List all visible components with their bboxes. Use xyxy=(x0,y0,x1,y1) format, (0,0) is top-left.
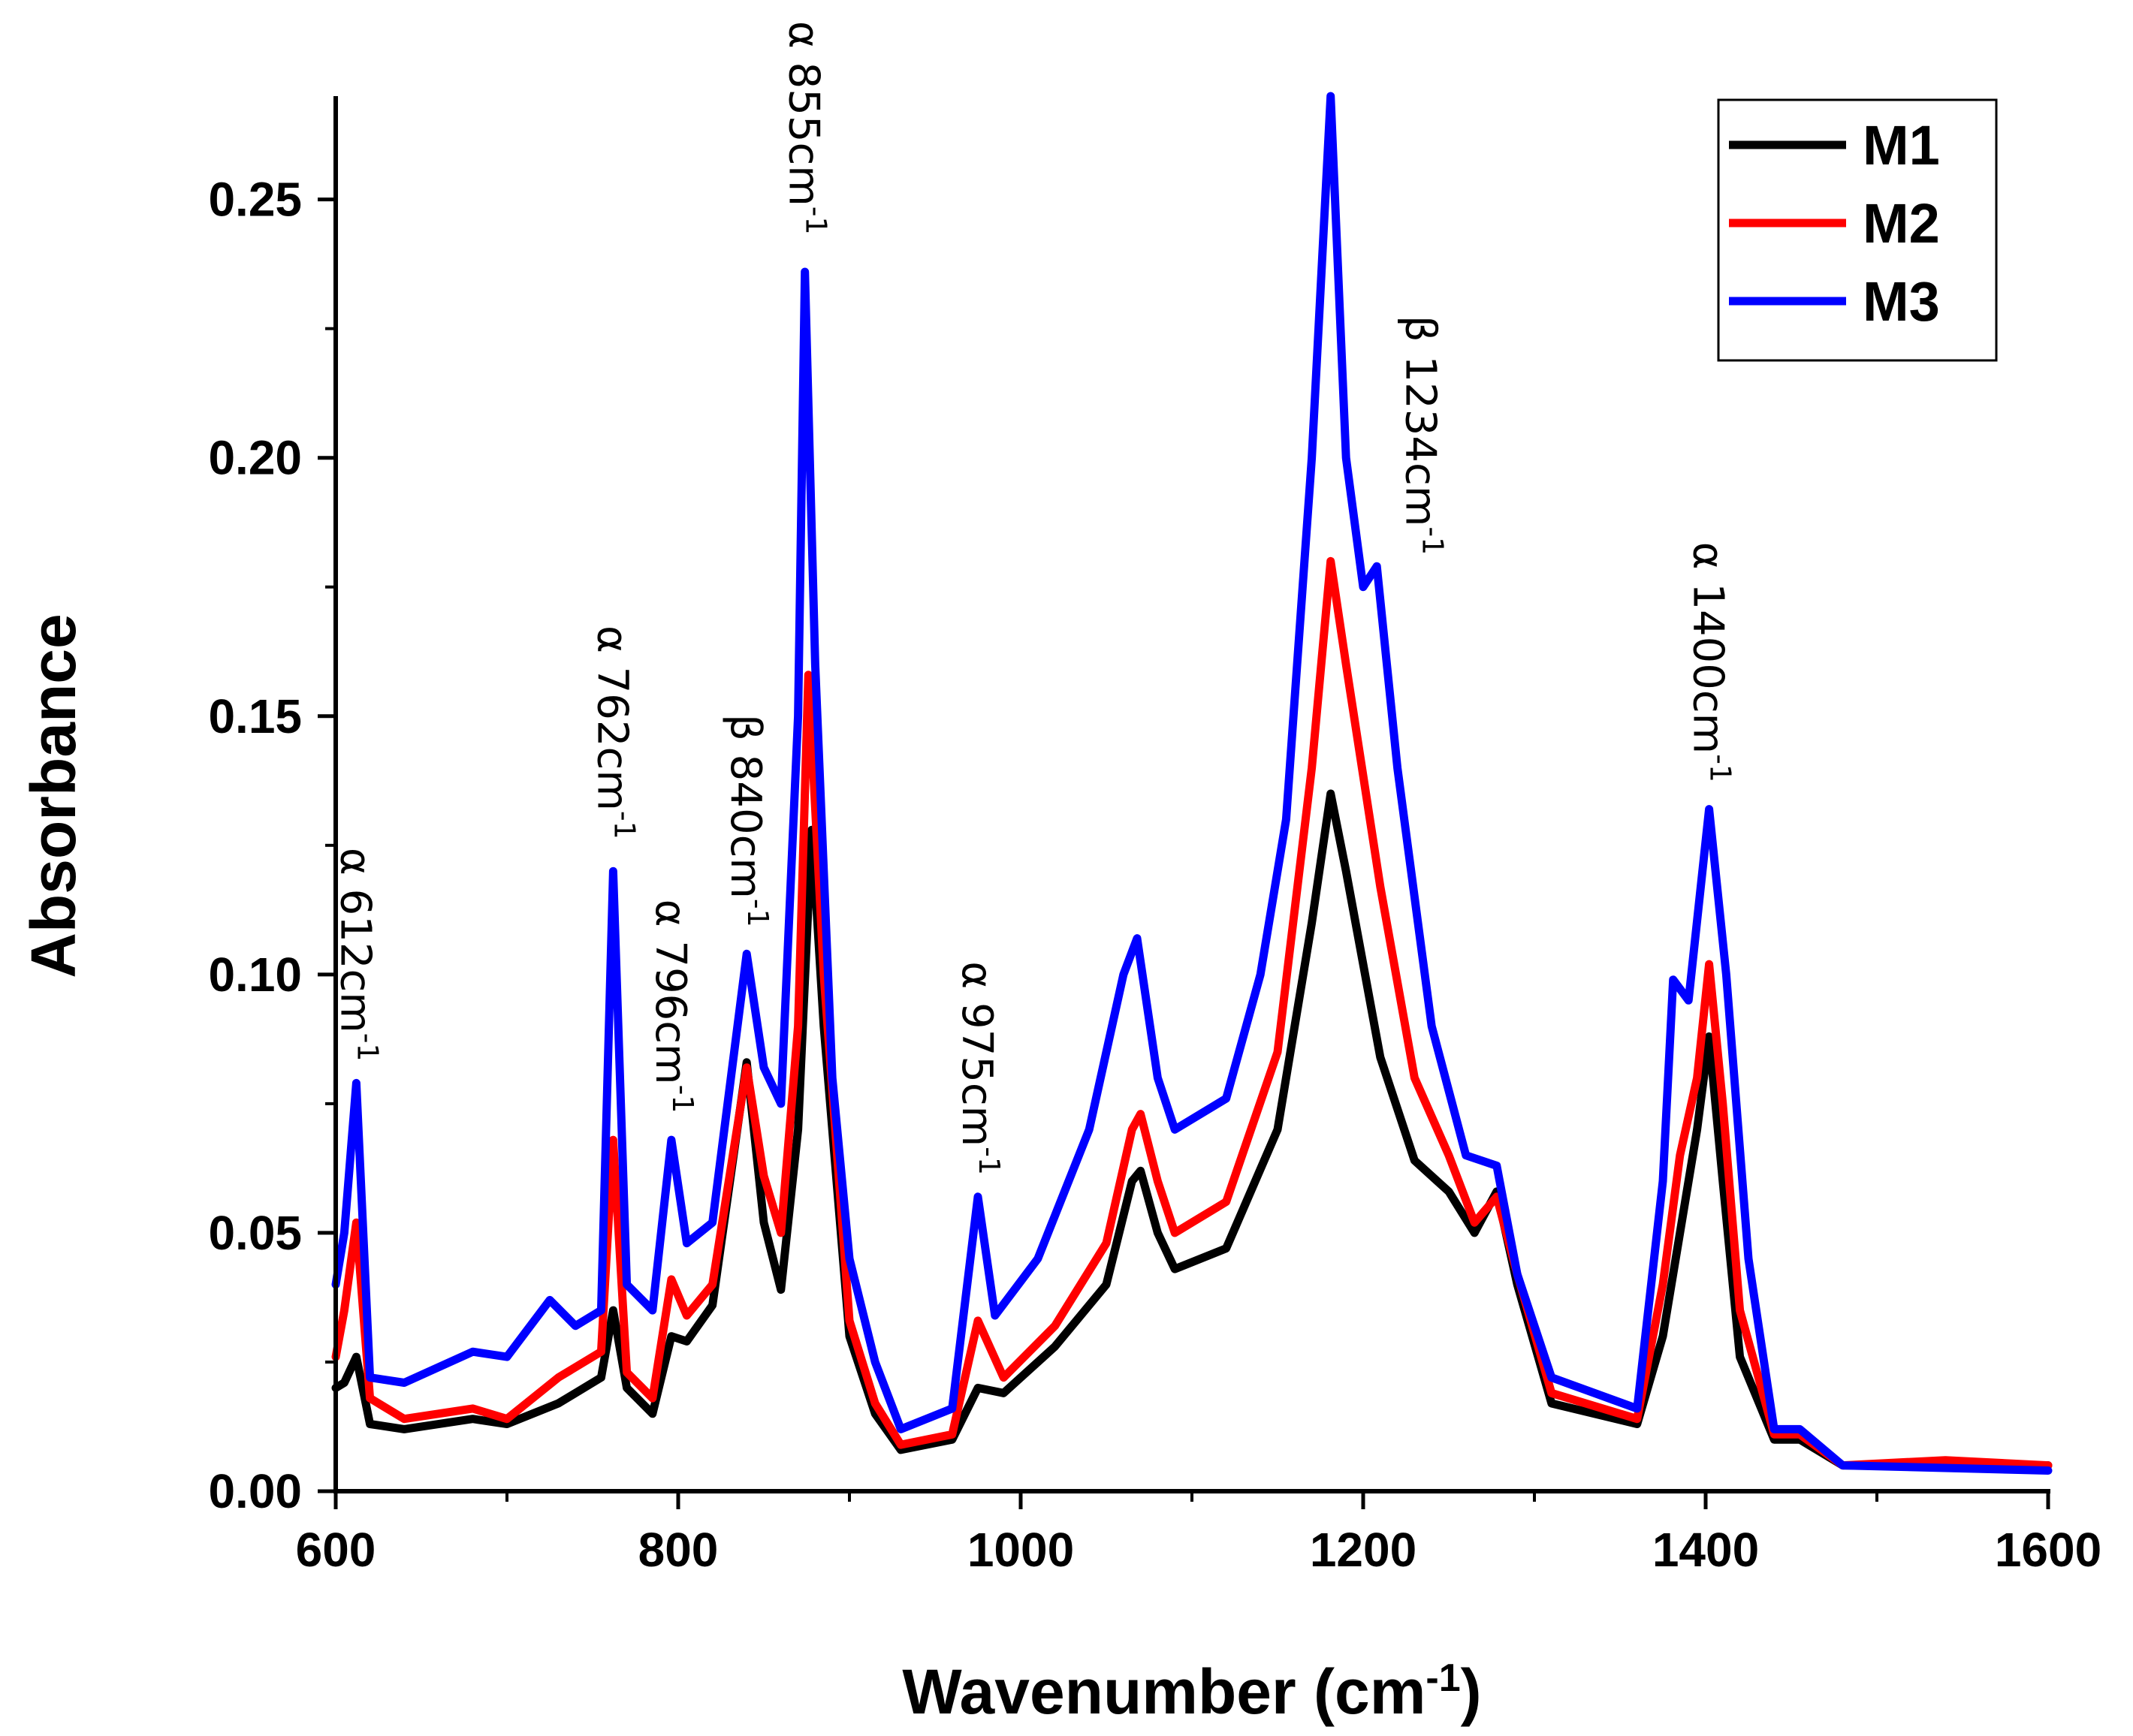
peak-annotation: β 1234cm-1 xyxy=(1396,315,1450,555)
series-line-m1 xyxy=(331,789,2053,1470)
legend-label-m2: M2 xyxy=(1863,192,1940,255)
x-tick-label: 1000 xyxy=(967,1523,1074,1577)
x-axis-title-close: ) xyxy=(1461,1656,1482,1727)
peak-annotation-sup: -1 xyxy=(1704,754,1737,782)
peak-annotation-sup: -1 xyxy=(666,1085,699,1114)
x-axis-title: Wavenumber (cm-1) xyxy=(902,1656,1481,1727)
peak-annotation: α 762cm-1 xyxy=(587,625,641,839)
peak-annotation: α 612cm-1 xyxy=(330,848,384,1062)
legend-label-m3: M3 xyxy=(1863,270,1940,333)
peak-annotation: α 975cm-1 xyxy=(952,961,1006,1175)
peak-annotation-sup: -1 xyxy=(608,811,641,839)
peak-annotation-label: α 796cm xyxy=(646,900,695,1085)
peak-annotation-label: α 1400cm xyxy=(1684,542,1733,755)
x-tick-label: 1400 xyxy=(1652,1523,1759,1577)
peak-annotation-sup: -1 xyxy=(351,1033,384,1062)
peak-annotation-label: β 840cm xyxy=(721,714,770,899)
x-axis-title-main: Wavenumber (cm xyxy=(902,1656,1426,1727)
series-line-m3 xyxy=(331,92,2053,1475)
peak-annotation-sup: -1 xyxy=(741,899,774,927)
y-tick-label: 0.15 xyxy=(208,689,302,743)
peak-annotation-label: α 855cm xyxy=(780,21,828,206)
legend-label-m1: M1 xyxy=(1863,114,1940,176)
peak-annotation: α 1400cm-1 xyxy=(1684,542,1737,782)
series-line-m2 xyxy=(331,556,2053,1470)
peak-annotation-label: α 975cm xyxy=(952,961,1001,1147)
y-tick-label: 0.05 xyxy=(208,1206,302,1260)
peak-annotation-sup: -1 xyxy=(973,1147,1006,1175)
x-axis-title-sup: -1 xyxy=(1426,1656,1460,1700)
peak-annotation: β 840cm-1 xyxy=(721,714,774,927)
peak-annotation-sup: -1 xyxy=(800,206,833,235)
legend: M1 M2 M3 xyxy=(1717,98,1998,362)
legend-box xyxy=(1717,98,1998,362)
peak-annotation-label: β 1234cm xyxy=(1396,315,1445,526)
peak-annotation: α 855cm-1 xyxy=(780,21,833,235)
x-tick-label: 600 xyxy=(296,1523,376,1577)
peak-annotation-sup: -1 xyxy=(1416,526,1450,555)
y-tick-label: 0.20 xyxy=(208,431,302,485)
y-tick-label: 0.00 xyxy=(208,1464,302,1518)
x-tick-label: 1200 xyxy=(1310,1523,1416,1577)
y-tick-label: 0.10 xyxy=(208,948,302,1002)
x-tick-label: 1600 xyxy=(1995,1523,2101,1577)
x-tick-label: 800 xyxy=(638,1523,719,1577)
y-tick-label: 0.25 xyxy=(208,173,302,227)
peak-annotation-label: α 612cm xyxy=(330,848,379,1033)
peak-annotation: α 796cm-1 xyxy=(646,900,699,1114)
peak-annotation-label: α 762cm xyxy=(587,625,636,811)
y-axis-title: Absorbance xyxy=(18,613,89,978)
